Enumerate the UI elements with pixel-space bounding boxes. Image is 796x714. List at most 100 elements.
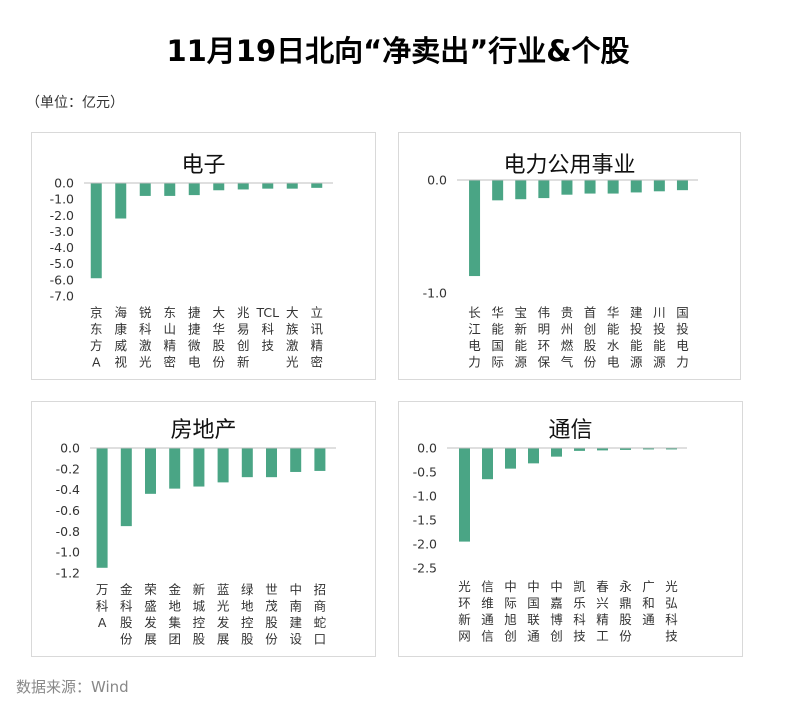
- bar: [620, 448, 631, 450]
- y-tick-label: -3.0: [50, 224, 74, 239]
- bar: [139, 183, 151, 196]
- category-label: 长江电力: [468, 305, 481, 370]
- bar: [666, 448, 677, 450]
- category-label: 信维通信: [481, 579, 494, 644]
- chart-telecom: 0.0 -0.5 -1.0 -1.5 -2.0 -2.5 光环新网信维通信中际旭创中国联通中…: [413, 441, 687, 644]
- y-tick-label: -1.2: [56, 566, 80, 581]
- category-label: 凯乐科技: [573, 579, 586, 644]
- category-label: 中嘉博创: [550, 579, 563, 644]
- category-label: 兆易创新: [237, 305, 250, 370]
- category-label: 新城控股: [193, 582, 206, 647]
- y-tick-label: -7.0: [50, 289, 74, 304]
- category-label: 光弘科技: [665, 579, 678, 644]
- bar: [492, 180, 504, 201]
- bar: [188, 183, 200, 196]
- y-tick-label: -0.2: [56, 461, 80, 476]
- y-tick-label: -1.5: [413, 513, 437, 528]
- category-label: 大华股份: [212, 305, 225, 370]
- category-label: 锐科激光: [139, 305, 152, 370]
- category-label: 川投能源: [653, 305, 666, 370]
- y-tick-label: -0.4: [56, 482, 80, 497]
- bar: [290, 448, 302, 472]
- page-title: 11月19日北向“净卖出”行业&个股: [166, 34, 630, 68]
- y-tick-label: -5.0: [50, 256, 74, 271]
- chart-real-estate: 0.0 -0.2 -0.4 -0.6 -0.8 -1.0 -1.2 万科 A 金科股份荣盛发展金地…: [56, 441, 336, 647]
- bar: [597, 448, 608, 451]
- category-label: TCL 科技: [255, 305, 279, 353]
- chart-title: 房地产: [170, 418, 237, 443]
- category-label: 首创股份: [584, 305, 597, 370]
- bar: [469, 180, 481, 277]
- bar: [459, 448, 470, 542]
- category-label: 国投电力: [676, 305, 689, 370]
- category-label: 荣盛发展: [144, 582, 157, 647]
- bar: [237, 183, 249, 190]
- category-label: 绿地控股: [241, 582, 254, 647]
- category-label: 金地集团: [168, 582, 181, 647]
- bar: [193, 448, 205, 487]
- bar: [217, 448, 229, 483]
- y-tick-label: -1.0: [50, 192, 74, 207]
- category-label: 蓝光发展: [217, 582, 230, 647]
- bar: [607, 180, 619, 194]
- category-label: 贵州燃气: [561, 305, 574, 370]
- category-label: 华能国际: [491, 305, 504, 370]
- category-label: 华能水电: [607, 305, 620, 370]
- category-label: 春兴精工: [596, 579, 609, 644]
- chart-panel-real-estate: 房地产 0.0 -0.2 -0.4 -0.6 -0.8 -1.0 -1.2 万科 A 金科股份 荣盛…: [31, 401, 376, 657]
- bar: [551, 448, 562, 457]
- y-tick-label: 0.0: [60, 441, 80, 456]
- y-tick-label: -2.0: [50, 208, 74, 223]
- bar: [630, 180, 642, 193]
- bar: [90, 183, 102, 279]
- bar: [584, 180, 596, 194]
- category-label: 建投能源: [630, 305, 643, 370]
- data-source: 数据来源：Wind: [16, 678, 129, 696]
- y-tick-label: 0.0: [54, 176, 74, 191]
- category-label: 京东方 A: [90, 305, 103, 370]
- category-label: 中国联通: [527, 579, 540, 644]
- category-label: 东山精密: [163, 305, 176, 370]
- y-tick-label: -1.0: [423, 286, 447, 301]
- chart-panel-utilities: 电力公用事业 0.0 -1.0 长江电力 华能国际 宝新能源 伟明环保 贵州燃气 首创股份 华能…: [398, 132, 741, 380]
- category-label: 永鼎股份: [619, 579, 632, 644]
- bar: [96, 448, 108, 568]
- category-label: 中南建设: [289, 582, 302, 647]
- y-tick-label: -0.8: [56, 524, 80, 539]
- category-label: 广和通: [642, 579, 655, 627]
- bar: [653, 180, 665, 192]
- chart-title: 通信: [548, 418, 593, 443]
- y-tick-label: -4.0: [50, 240, 74, 255]
- category-label: 海康威视: [114, 305, 127, 370]
- bar: [145, 448, 156, 494]
- y-tick-label: -2.5: [413, 561, 437, 576]
- category-label: 捷捷微电: [188, 305, 201, 370]
- bar: [574, 448, 585, 451]
- y-tick-label: -0.6: [56, 503, 80, 518]
- category-label: 万科 A: [96, 582, 109, 630]
- category-label: 立讯精密: [310, 305, 323, 370]
- chart-panel-telecom: 通信 0.0 -0.5 -1.0 -1.5 -2.0 -2.5 光环新网 信维通信 中际旭创 中国…: [398, 401, 743, 657]
- bar: [538, 180, 550, 199]
- category-label: 中际旭创: [504, 579, 517, 644]
- category-label: 光环新网: [458, 579, 471, 644]
- bar: [213, 183, 225, 191]
- bar: [311, 183, 323, 188]
- category-label: 金科股份: [120, 582, 133, 647]
- category-label: 招商蛇口: [314, 582, 327, 647]
- category-label: 伟明环保: [538, 305, 551, 370]
- bar: [120, 448, 132, 527]
- y-tick-label: -0.5: [413, 465, 437, 480]
- chart-title: 电子: [181, 153, 226, 178]
- bar: [286, 183, 298, 189]
- bar: [266, 448, 277, 478]
- bar: [314, 448, 326, 471]
- y-tick-label: -2.0: [413, 537, 437, 552]
- bar: [164, 183, 176, 196]
- bar: [169, 448, 181, 489]
- bar: [115, 183, 127, 219]
- bar: [676, 180, 688, 191]
- y-tick-label: -1.0: [413, 489, 437, 504]
- chart-title: 电力公用事业: [503, 153, 636, 178]
- bar: [262, 183, 274, 189]
